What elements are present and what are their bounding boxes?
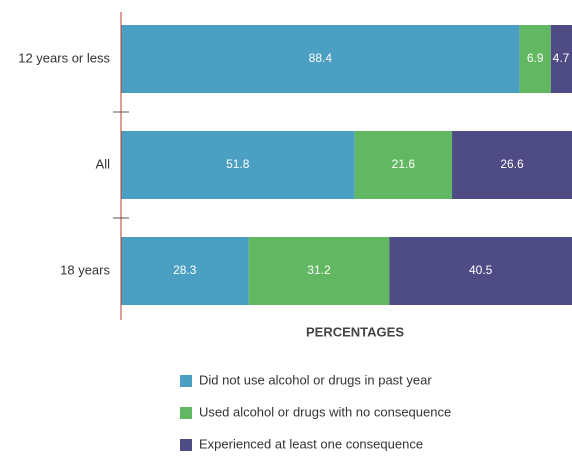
data-label: 21.6 (392, 157, 416, 171)
bar-segment (550, 25, 572, 93)
legend-swatch (180, 375, 192, 387)
data-label: 88.4 (309, 51, 333, 65)
y-tick-label: All (96, 156, 111, 171)
y-tick-label: 18 years (60, 262, 110, 277)
legend-swatch (180, 439, 192, 451)
legend-label: Used alcohol or drugs with no consequenc… (199, 404, 451, 419)
x-axis-label: PERCENTAGES (306, 324, 404, 339)
bar-segment (248, 237, 390, 305)
bar-segment (121, 25, 520, 93)
data-label: 40.5 (469, 263, 493, 277)
bar-segment (452, 131, 572, 199)
bar-segment (354, 131, 453, 199)
bar-segment (519, 25, 551, 93)
legend-label: Experienced at least one consequence (199, 436, 423, 451)
legend-swatch (180, 407, 192, 419)
legend-label: Did not use alcohol or drugs in past yea… (199, 372, 432, 387)
data-label: 28.3 (173, 263, 197, 277)
data-label: 31.2 (307, 263, 331, 277)
bar-segment (389, 237, 572, 305)
data-label: 51.8 (226, 157, 250, 171)
bar-segment (121, 237, 249, 305)
data-label: 6.9 (527, 51, 544, 65)
bar-segment (121, 131, 355, 199)
data-label: 4.7 (553, 51, 570, 65)
data-label: 26.6 (500, 157, 524, 171)
y-tick-label: 12 years or less (18, 50, 110, 65)
